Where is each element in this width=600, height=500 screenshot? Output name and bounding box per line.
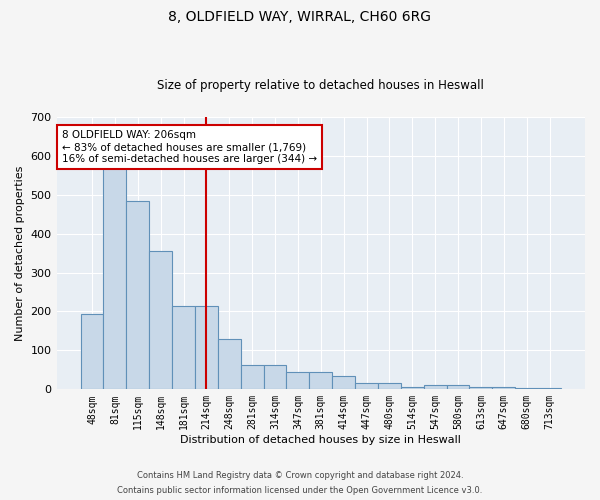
Bar xyxy=(493,386,515,390)
Bar xyxy=(355,384,378,390)
Text: 8 OLDFIELD WAY: 206sqm
← 83% of detached houses are smaller (1,769)
16% of semi-: 8 OLDFIELD WAY: 206sqm ← 83% of detached… xyxy=(62,130,317,164)
Bar xyxy=(80,314,103,390)
Title: Size of property relative to detached houses in Heswall: Size of property relative to detached ho… xyxy=(157,79,484,92)
Bar xyxy=(332,376,355,390)
Bar xyxy=(195,306,218,390)
Bar xyxy=(446,386,469,390)
Bar xyxy=(401,386,424,390)
Bar xyxy=(469,386,493,390)
Bar xyxy=(286,372,310,390)
X-axis label: Distribution of detached houses by size in Heswall: Distribution of detached houses by size … xyxy=(181,435,461,445)
Bar xyxy=(241,365,263,390)
Bar xyxy=(127,202,149,390)
Bar xyxy=(263,365,286,390)
Bar xyxy=(310,372,332,390)
Bar xyxy=(172,306,195,390)
Bar xyxy=(218,338,241,390)
Bar xyxy=(538,388,561,390)
Bar xyxy=(149,251,172,390)
Y-axis label: Number of detached properties: Number of detached properties xyxy=(15,166,25,340)
Text: 8, OLDFIELD WAY, WIRRAL, CH60 6RG: 8, OLDFIELD WAY, WIRRAL, CH60 6RG xyxy=(169,10,431,24)
Text: Contains HM Land Registry data © Crown copyright and database right 2024.: Contains HM Land Registry data © Crown c… xyxy=(137,471,463,480)
Bar xyxy=(378,384,401,390)
Bar xyxy=(515,388,538,390)
Bar xyxy=(424,386,446,390)
Bar xyxy=(103,166,127,390)
Text: Contains public sector information licensed under the Open Government Licence v3: Contains public sector information licen… xyxy=(118,486,482,495)
